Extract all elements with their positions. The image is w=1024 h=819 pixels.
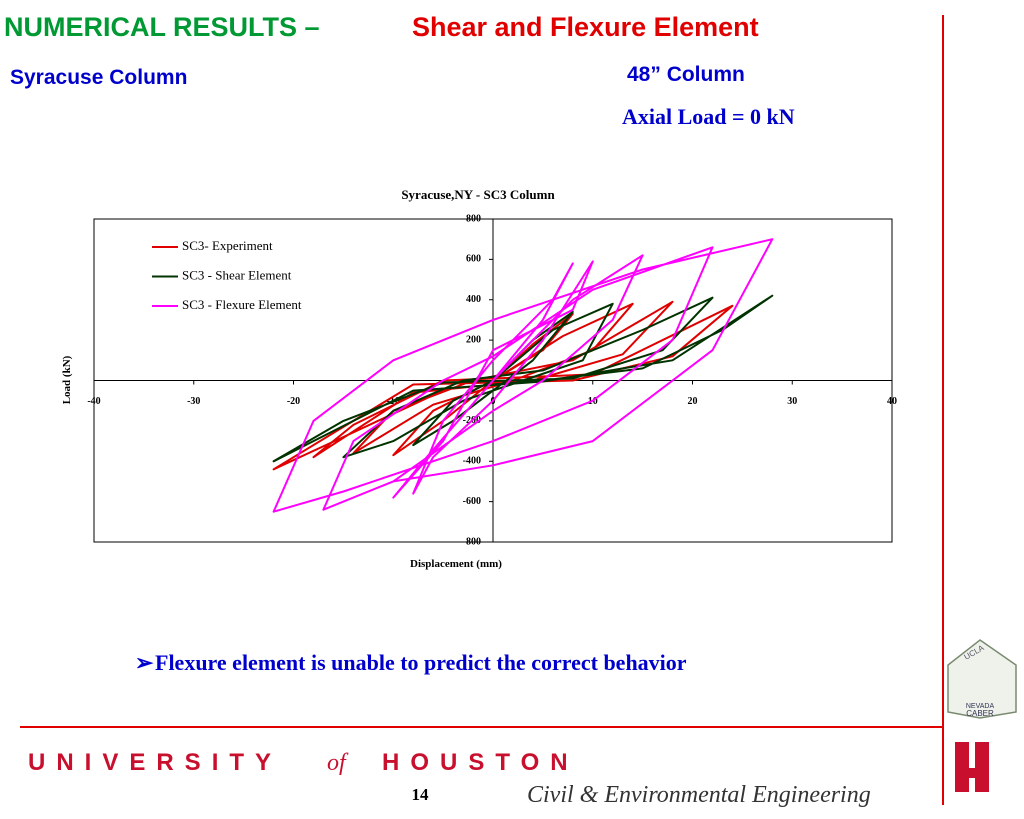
x-tick-label: -20 [287,396,300,407]
y-tick-label: 600 [466,254,481,265]
footer-department: Civil & Environmental Engineering [527,782,871,808]
footer-houston: HOUSTON [382,749,579,776]
logo-bottom: CABER [966,709,994,718]
y-tick-label: -400 [463,456,481,467]
y-tick-label: -800 [463,536,481,547]
x-tick-label: -30 [187,396,200,407]
y-tick-label: 200 [466,334,481,345]
series-line [272,294,774,463]
x-tick-label: 40 [887,396,897,407]
x-axis-label: Displacement (mm) [410,558,502,570]
page-number: 14 [412,785,430,804]
chart-title: Syracuse,NY - SC3 Column [401,187,555,202]
legend-label: SC3 - Shear Element [182,267,292,282]
logo-shape [947,639,1017,719]
y-tick-label: 400 [466,294,481,305]
x-tick-label: 30 [787,396,797,407]
bullet-text: Flexure element is unable to predict the… [155,650,687,675]
column-label: 48” Column [627,63,745,86]
title-part2: Shear and Flexure Element [412,12,759,42]
legend-label: SC3- Experiment [182,238,273,253]
uh-logo [955,742,989,792]
bullet-arrow: ➢ [135,650,154,675]
y-axis-label: Load (kN) [61,355,73,404]
subtitle: Syracuse Column [10,66,187,89]
title-part1: NUMERICAL RESULTS – [4,12,320,42]
y-tick-label: -600 [463,496,481,507]
logo-middle: NEVADA [966,703,995,710]
series-line [272,300,734,471]
chart: Syracuse,NY - SC3 Column Displacement (m… [61,187,897,570]
x-tick-label: -40 [87,396,100,407]
footer-university: UNIVERSITY [28,749,282,776]
series-line [272,238,774,513]
y-tick-label: 800 [466,213,481,224]
footer-of: of [327,750,349,776]
legend-label: SC3 - Flexure Element [182,297,302,312]
x-tick-label: 20 [688,396,698,407]
axial-load: Axial Load = 0 kN [622,104,795,129]
caber-logo: UCLA NEVADA CABER [947,639,1017,719]
